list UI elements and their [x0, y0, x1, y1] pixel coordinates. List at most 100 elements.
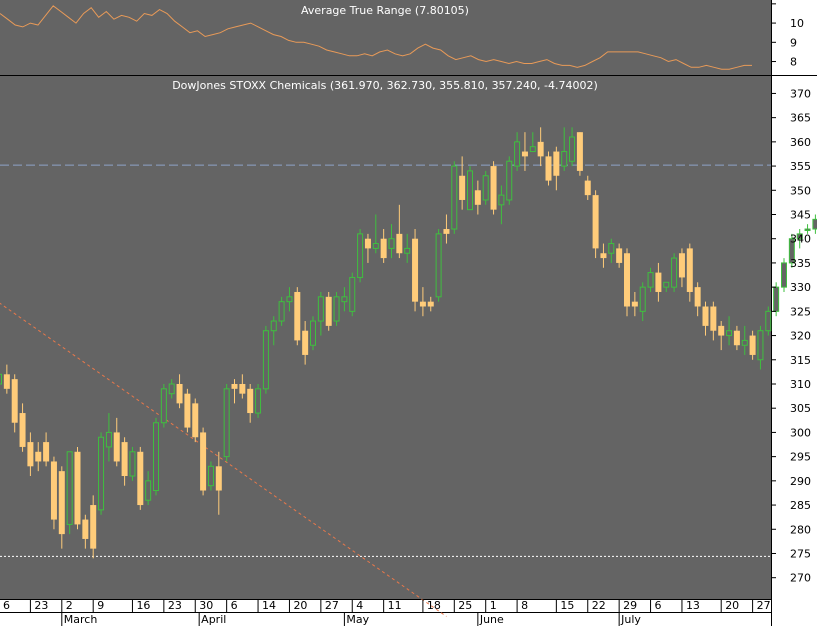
x-tick-label: 9 [97, 599, 104, 612]
candle-body-down [239, 383, 246, 394]
price-panel-background [0, 76, 771, 599]
candle-body-up [757, 330, 764, 361]
candle-body-up [66, 451, 73, 525]
candle-body-up [168, 383, 175, 395]
candle-body-down [702, 306, 709, 326]
x-axis-ticks: 6 23 2 9 16 23 30 6 14 20 27 4 11 18 25 1 8 15 22 29 6 13 20 27… [3, 599, 771, 626]
candle-body-down [3, 374, 10, 389]
candle-body-up [129, 451, 136, 477]
candle-body-up [153, 422, 159, 492]
candle-body-up [388, 238, 395, 249]
candle-body-down [137, 451, 144, 506]
candle-body-down [90, 505, 97, 549]
candle-body-up [341, 296, 348, 303]
candle-body-down [427, 301, 434, 307]
candle-body-down [184, 393, 191, 428]
candle-body-down [537, 141, 544, 157]
candle-body-down [11, 379, 18, 423]
candle-body-up [404, 247, 411, 254]
candle-body-down [521, 151, 528, 157]
candle-body-up [145, 480, 152, 501]
price-y-tick-label: 350 [790, 184, 811, 197]
x-tick-label: 6 [3, 599, 10, 612]
candle-body-up [357, 233, 364, 278]
x-tick-label: 6 [655, 599, 662, 612]
candle-body-up [671, 257, 678, 288]
candle-body-up [788, 238, 795, 264]
candle-body-down [43, 442, 50, 462]
atr-y-tick-label: 8 [790, 56, 797, 69]
candle-body-down [710, 306, 717, 331]
candle-body-up [207, 465, 214, 487]
candle-body-up [781, 262, 787, 288]
price-y-tick-label: 300 [790, 426, 811, 439]
candle-body-up [796, 233, 803, 240]
candle-body-up [255, 388, 262, 414]
x-tick-label: 16 [136, 599, 150, 612]
candle-body-down [749, 335, 756, 355]
price-y-tick-label: 345 [790, 208, 811, 221]
x-tick-label: 2 [66, 599, 73, 612]
candle-body-down [576, 132, 583, 171]
candle-body-down [364, 238, 371, 249]
x-tick-label: 30 [199, 599, 213, 612]
x-tick-label: 6 [231, 599, 238, 612]
candle-body-down [380, 238, 387, 259]
candle-body-up [741, 339, 748, 346]
candle-body-up [529, 146, 536, 153]
candle-body-down [655, 272, 662, 292]
x-tick-label: 8 [521, 599, 528, 612]
price-plot [0, 127, 817, 617]
candle-body-up [270, 320, 277, 332]
candle-body-down [294, 291, 301, 341]
candle-body-up [812, 218, 817, 230]
candle-body-down [584, 180, 591, 196]
price-y-tick-label: 295 [790, 451, 811, 464]
candle-body-down [443, 229, 450, 234]
candle-body-down [231, 383, 238, 389]
price-y-tick-label: 315 [790, 354, 811, 367]
candle-body-down [459, 175, 466, 200]
x-tick-label: 29 [623, 599, 637, 612]
candle-body-down [192, 403, 199, 438]
month-label: June [479, 613, 504, 626]
candle-body-down [325, 296, 332, 326]
candle-body-up [639, 286, 646, 312]
candle-body-down [176, 383, 183, 404]
candle-body-down [718, 325, 725, 336]
candle-body-up [647, 272, 654, 288]
price-y-tick-label: 270 [790, 572, 811, 585]
x-tick-label: 25 [458, 599, 472, 612]
candle-body-up [435, 233, 442, 298]
price-y-tick-label: 310 [790, 378, 811, 391]
candle-body-up [349, 276, 356, 312]
x-tick-label: 4 [356, 599, 363, 612]
candle-body-up [514, 141, 521, 167]
candle-body-down [678, 253, 685, 278]
candle-body-up [286, 296, 293, 303]
atr-plot [0, 5, 752, 70]
candle-body-down [58, 471, 65, 535]
candle-body-down [686, 248, 693, 292]
x-tick-label: 23 [34, 599, 48, 612]
month-label: July [620, 613, 641, 626]
atr-title: Average True Range (7.80105) [301, 4, 469, 17]
candle-body-down [396, 233, 403, 254]
candle-body-up [317, 296, 324, 322]
month-label: March [64, 613, 98, 626]
candle-body-down [302, 330, 309, 355]
price-y-tick-label: 305 [790, 402, 811, 415]
candle-body-down [200, 432, 207, 491]
price-title: DowJones STOXX Chemicals (361.970, 362.7… [172, 79, 598, 92]
candle-body-down [600, 253, 607, 259]
price-y-tick-label: 290 [790, 475, 811, 488]
candle-body-up [482, 175, 489, 201]
x-tick-label: 13 [686, 599, 700, 612]
candle-body-up [0, 373, 2, 385]
candle-body-down [19, 413, 26, 447]
candle-body-down [733, 330, 740, 346]
x-tick-label: 1 [490, 599, 497, 612]
candle-body-up [773, 286, 780, 312]
price-y-tick-label: 330 [790, 281, 811, 294]
